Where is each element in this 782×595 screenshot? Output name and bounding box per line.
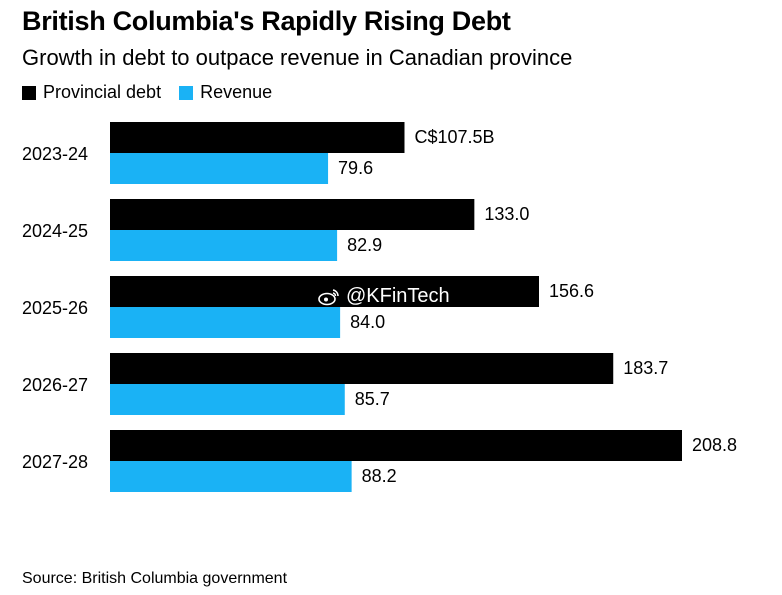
legend-swatch-revenue (179, 85, 194, 100)
revenue-bar (110, 230, 338, 261)
chart-subtitle: Growth in debt to outpace revenue in Can… (22, 45, 573, 70)
revenue-value-label: 79.6 (338, 158, 373, 178)
revenue-bar (110, 384, 345, 415)
revenue-bar (110, 461, 352, 492)
category-label: 2026-27 (22, 375, 88, 395)
legend-label-revenue: Revenue (200, 82, 273, 102)
chart-title: British Columbia's Rapidly Rising Debt (22, 6, 511, 36)
debt-value-label: 183.7 (623, 358, 668, 378)
debt-bar (110, 353, 614, 384)
debt-bar (110, 276, 539, 307)
revenue-value-label: 84.0 (350, 312, 385, 332)
revenue-value-label: 82.9 (347, 235, 382, 255)
legend-swatch-debt (22, 85, 36, 100)
category-label: 2024-25 (22, 221, 88, 241)
legend-label-debt: Provincial debt (43, 82, 162, 102)
debt-value-label: C$107.5B (414, 127, 494, 147)
category-label: 2023-24 (22, 144, 88, 164)
revenue-bar (110, 153, 329, 184)
debt-value-label: 208.8 (692, 435, 737, 455)
legend-item-revenue: Revenue (179, 82, 272, 103)
debt-bar (110, 430, 682, 461)
debt-bar (110, 199, 475, 230)
debt-value-label: 133.0 (484, 204, 529, 224)
legend-item-debt: Provincial debt (22, 82, 161, 103)
legend: Provincial debt Revenue (22, 82, 272, 103)
debt-bar (110, 122, 405, 153)
debt-value-label: 156.6 (549, 281, 594, 301)
category-label: 2027-28 (22, 452, 88, 472)
category-label: 2025-26 (22, 298, 88, 318)
revenue-bar (110, 307, 341, 338)
revenue-value-label: 88.2 (362, 466, 397, 486)
source-note: Source: British Columbia government (22, 570, 288, 587)
revenue-value-label: 85.7 (355, 389, 390, 409)
